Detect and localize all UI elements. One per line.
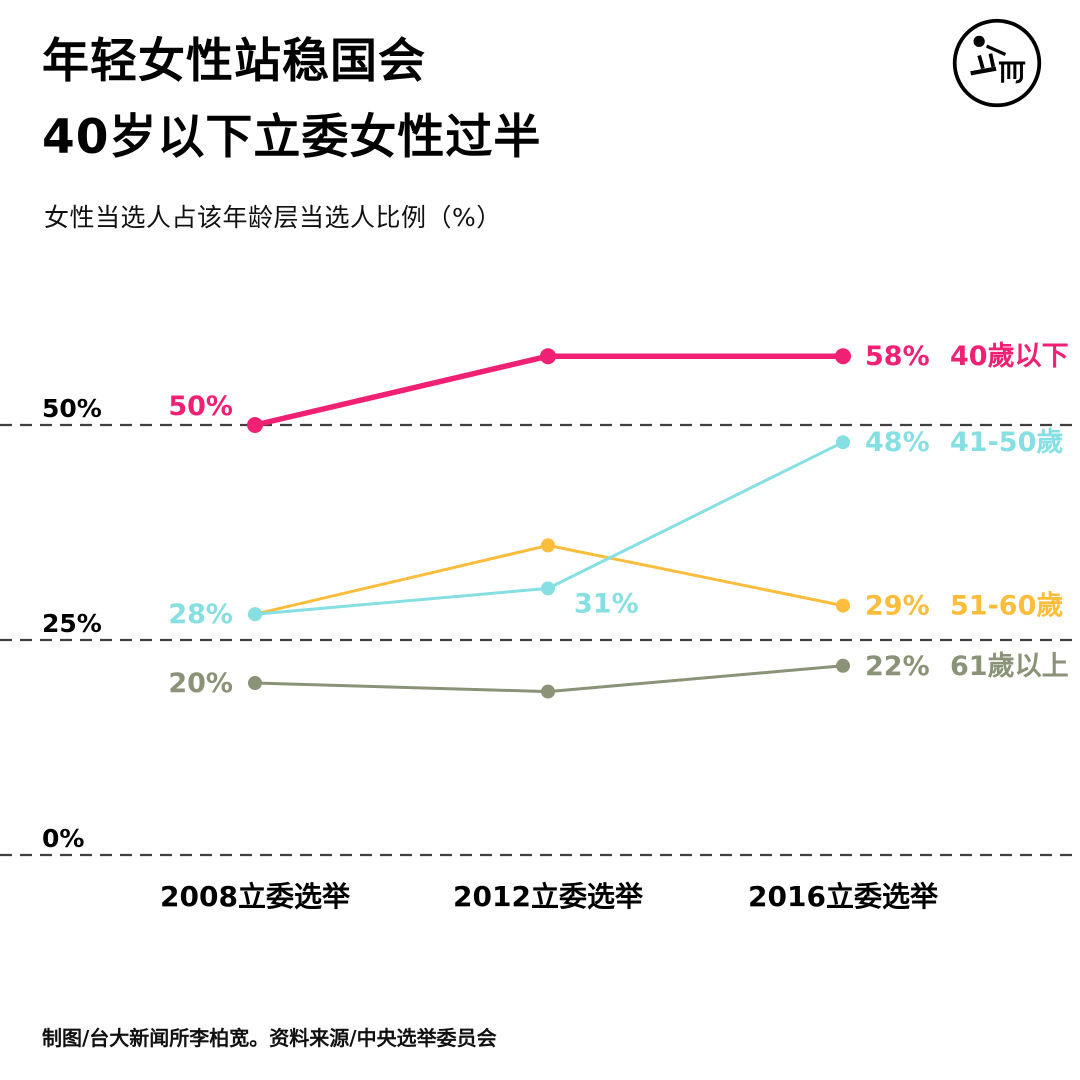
- data-point-51-60: [836, 598, 850, 613]
- value-label-under-40: 50%: [168, 391, 233, 422]
- y-tick-label: 50%: [42, 394, 102, 423]
- data-point-41-50: [541, 581, 555, 596]
- x-tick-label: 2016立委选举: [748, 880, 939, 913]
- chart-subtitle: 女性当选人占该年龄层当选人比例（%）: [44, 203, 502, 232]
- credits-text: 制图/台大新闻所李柏宽。资料来源/中央选举委员会: [42, 1026, 497, 1050]
- y-tick-label: 25%: [42, 609, 102, 638]
- series-label-51-60: 51-60歲: [950, 591, 1063, 622]
- data-point-under-40: [247, 417, 263, 433]
- data-point-over-61: [541, 684, 555, 699]
- value-label-41-50: 48%: [865, 427, 930, 458]
- logo-glyph-left: [977, 53, 996, 70]
- x-tick-label: 2008立委选举: [160, 880, 351, 913]
- logo-stroke: [985, 44, 1007, 57]
- logo-dot: [973, 35, 985, 48]
- data-point-51-60: [541, 538, 555, 553]
- logo-circle: [952, 18, 1042, 108]
- value-label-under-40: 58%: [865, 341, 930, 372]
- logo-glyph-bar: [970, 66, 997, 76]
- value-label-41-50: 28%: [168, 599, 233, 630]
- value-label-41-50: 31%: [574, 588, 639, 619]
- data-point-over-61: [248, 676, 262, 690]
- series-line-51-60: [253, 543, 845, 616]
- data-point-41-50: [248, 607, 262, 622]
- y-tick-label: 0%: [42, 824, 84, 853]
- data-point-41-50: [836, 435, 850, 450]
- value-label-over-61: 22%: [865, 651, 930, 682]
- series-label-over-61: 61歲以上: [950, 651, 1069, 682]
- series-line-under-40: [252, 353, 846, 428]
- data-point-over-61: [836, 658, 850, 673]
- data-point-under-40: [540, 348, 556, 365]
- value-label-51-60: 29%: [865, 591, 930, 622]
- value-label-over-61: 20%: [168, 668, 233, 699]
- series-label-41-50: 41-50歲: [950, 427, 1063, 458]
- title-line-2: 40岁以下立委女性过半: [42, 110, 542, 166]
- initium-logo: [952, 18, 1042, 108]
- page-title: 年轻女性站稳国会 40岁以下立委女性过半: [42, 24, 541, 176]
- x-tick-label: 2012立委选举: [453, 880, 644, 913]
- series-label-under-40: 40歲以下: [950, 341, 1069, 372]
- data-point-under-40: [835, 348, 851, 365]
- title-line-1: 年轻女性站稳国会: [42, 34, 426, 89]
- logo-glyph-right: [998, 61, 1026, 84]
